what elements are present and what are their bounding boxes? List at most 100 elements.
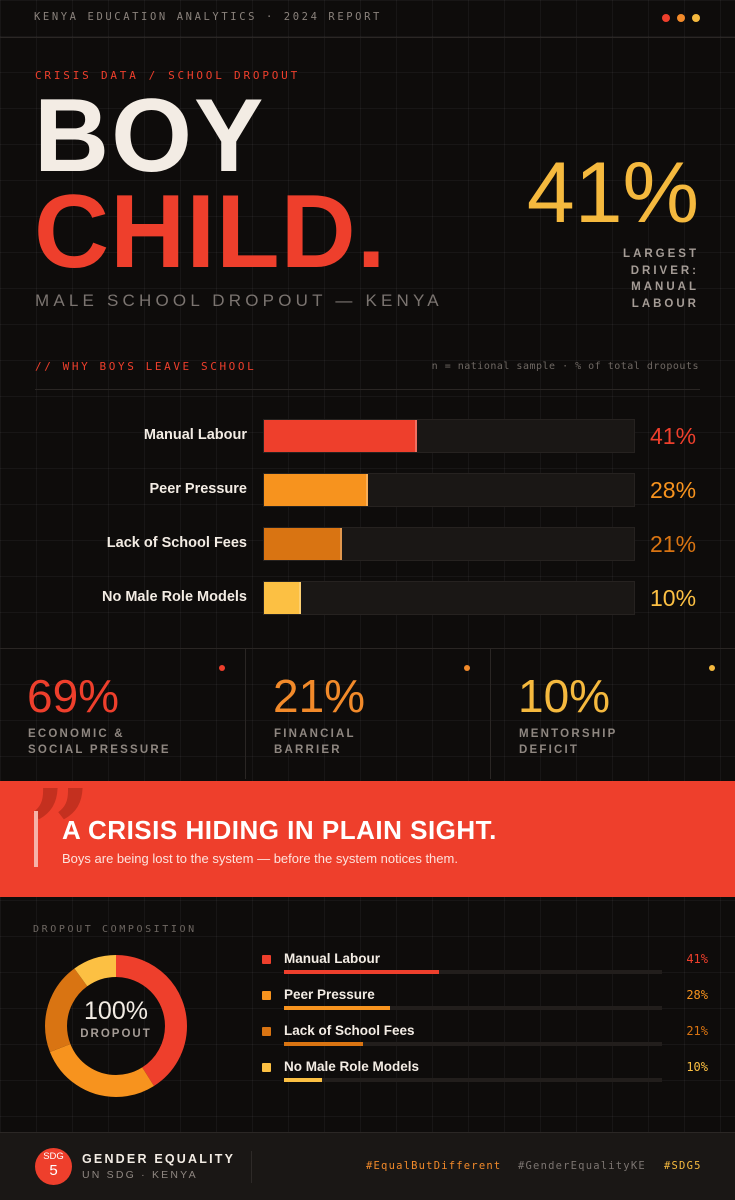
stat-label-line: ECONOMIC & [28, 728, 125, 740]
stat-value: 69% [27, 670, 120, 722]
bar-track [263, 581, 635, 615]
banner-subtitle: Boys are being lost to the system — befo… [62, 851, 458, 866]
stat-label-line: SOCIAL PRESSURE [28, 743, 171, 756]
quote-accent-bar [34, 811, 38, 867]
stat-dot-icon [709, 665, 715, 671]
bar-fill [264, 528, 343, 560]
breadcrumb: CRISIS DATA / SCHOOL DROPOUT [35, 69, 300, 82]
bar-label: Peer Pressure [149, 481, 247, 497]
legend-track [284, 1078, 662, 1082]
dot-yellow [692, 14, 700, 22]
breadcrumb-left: CRISIS DATA [35, 69, 139, 82]
bar-value-label: 41% [650, 423, 697, 449]
legend-label: Manual Labour [284, 951, 381, 966]
bar-track [263, 527, 635, 561]
footer-subtitle: UN SDG · KENYA [82, 1169, 198, 1181]
stats-divider [0, 648, 735, 649]
stat-label-line: MENTORSHIP [519, 728, 618, 740]
sdg-badge-top: SDG [43, 1151, 64, 1162]
hashtag-link[interactable]: #SDG5 [664, 1160, 702, 1172]
headline-stat-label: LARGEST DRIVER: MANUAL LABOUR [623, 248, 699, 311]
stat-card: 10% MENTORSHIP DEFICIT [490, 649, 735, 779]
bar-label: Lack of School Fees [106, 535, 247, 551]
stat-label-line: BARRIER [274, 743, 342, 756]
legend-fill [284, 1078, 322, 1082]
window-dots [662, 14, 700, 22]
footer-title: GENDER EQUALITY [82, 1152, 236, 1166]
legend-item: Peer Pressure 28% [262, 987, 712, 1017]
legend-value: 21% [686, 1024, 708, 1038]
stat-label: ECONOMIC & SOCIAL PRESSURE [28, 727, 171, 758]
legend-swatch [262, 1027, 271, 1036]
legend-label: Lack of School Fees [284, 1023, 415, 1038]
hashtag-link[interactable]: #EqualButDifferent [366, 1160, 502, 1172]
stat-label: FINANCIAL BARRIER [274, 727, 356, 758]
sdg-badge-icon: SDG 5 [35, 1148, 72, 1185]
sdg-badge-number: 5 [49, 1161, 58, 1179]
legend-track [284, 1006, 662, 1010]
legend-label: Peer Pressure [284, 987, 375, 1002]
legend-item: No Male Role Models 10% [262, 1059, 712, 1089]
bar-row: Manual Labour 41% [0, 419, 735, 453]
legend-value: 28% [686, 988, 708, 1002]
bar-fill [264, 420, 417, 452]
stat-value: 21% [273, 670, 366, 722]
legend-value: 10% [686, 1060, 708, 1074]
bar-value-label: 21% [650, 531, 697, 557]
stat-card: 21% FINANCIAL BARRIER [245, 649, 490, 779]
legend-track [284, 1042, 662, 1046]
stat-card: 69% ECONOMIC & SOCIAL PRESSURE [0, 649, 245, 779]
top-bar: KENYA EDUCATION ANALYTICS · 2024 REPORT [0, 0, 735, 38]
legend-fill [284, 1006, 390, 1010]
bar-value-label: 10% [650, 585, 697, 611]
hashtag-link[interactable]: #GenderEqualityKE [518, 1160, 646, 1172]
donut-slice [45, 955, 187, 1097]
donut-slice [45, 955, 187, 1097]
legend-fill [284, 1042, 364, 1046]
composition-heading: DROPOUT COMPOSITION [33, 924, 197, 935]
dot-red [662, 14, 670, 22]
bar-label: Manual Labour [143, 427, 247, 443]
stat-value: 10% [518, 670, 611, 722]
legend-track [284, 970, 662, 974]
bar-fill [264, 582, 302, 614]
section-divider [35, 389, 700, 390]
bar-track [263, 473, 635, 507]
section-note: n = national sample · % of total dropout… [431, 361, 699, 372]
breadcrumb-right: SCHOOL DROPOUT [168, 69, 301, 82]
legend-item: Lack of School Fees 21% [262, 1023, 712, 1053]
page-title-line2: CHILD. [34, 174, 387, 290]
bar-track [263, 419, 635, 453]
section-heading: // WHY BOYS LEAVE SCHOOL [35, 360, 257, 373]
page-subtitle: MALE SCHOOL DROPOUT — KENYA [35, 291, 443, 310]
legend-value: 41% [686, 952, 708, 966]
composition-donut: 100% DROPOUT [45, 955, 187, 1097]
stat-dot-icon [219, 665, 225, 671]
legend-swatch [262, 1063, 271, 1072]
legend-fill [284, 970, 439, 974]
donut-center-value: 100% [84, 997, 148, 1025]
bar-value-label: 28% [650, 477, 697, 503]
legend-swatch [262, 955, 271, 964]
report-header-text: KENYA EDUCATION ANALYTICS · 2024 REPORT [34, 11, 382, 23]
footer: SDG 5 GENDER EQUALITY UN SDG · KENYA #Eq… [0, 1132, 735, 1200]
bar-row: Lack of School Fees 21% [0, 527, 735, 561]
donut-center-label: DROPOUT [80, 1028, 152, 1040]
bar-row: Peer Pressure 28% [0, 473, 735, 507]
donut-slice [45, 955, 187, 1097]
legend-swatch [262, 991, 271, 1000]
stat-label-line: DEFICIT [519, 743, 580, 756]
bar-label: No Male Role Models [101, 589, 247, 605]
page-title-line1: BOY [34, 78, 266, 194]
breadcrumb-separator: / [148, 69, 159, 82]
headline-stat: 41% [526, 145, 699, 241]
crisis-banner: ” A CRISIS HIDING IN PLAIN SIGHT. Boys a… [0, 781, 735, 897]
legend-item: Manual Labour 41% [262, 951, 712, 981]
stat-label: MENTORSHIP DEFICIT [519, 727, 617, 758]
stat-dot-icon [464, 665, 470, 671]
bar-fill [264, 474, 369, 506]
quote-icon: ” [28, 781, 92, 894]
footer-divider [251, 1151, 252, 1183]
banner-title: A CRISIS HIDING IN PLAIN SIGHT. [62, 815, 497, 845]
legend-label: No Male Role Models [284, 1059, 420, 1074]
